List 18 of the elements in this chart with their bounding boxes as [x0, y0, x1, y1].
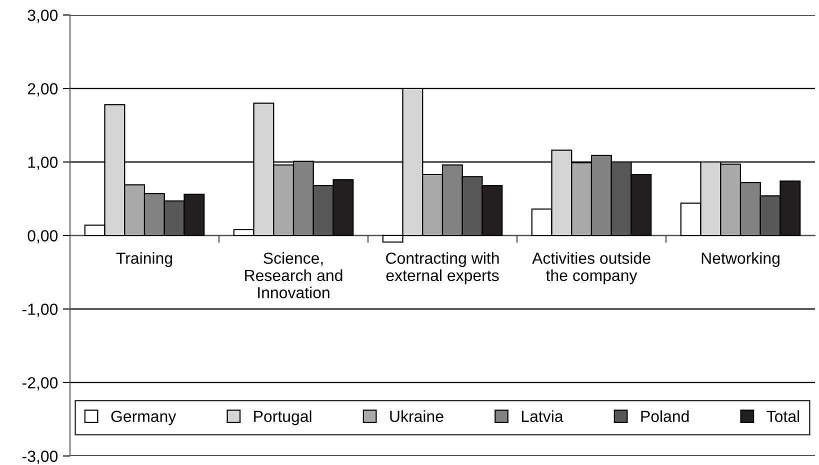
- x-tick-label: Contracting with external experts: [386, 252, 499, 284]
- y-tick-label: 0,00: [28, 230, 58, 244]
- y-tick-label: -1,00: [22, 304, 58, 317]
- y-tick-label: -2,00: [22, 377, 58, 390]
- legend-label: Latvia: [522, 410, 564, 422]
- legend-label: Poland: [641, 410, 689, 422]
- x-tick-label: Science, Research and Innovation: [245, 252, 342, 298]
- y-tick-label: 3,00: [28, 10, 58, 23]
- x-tick-label: Activities outside the company: [532, 252, 650, 284]
- y-tick-label: 2,00: [28, 83, 58, 96]
- legend-label: Portugal: [254, 410, 312, 426]
- legend-label: Ukraine: [390, 410, 444, 422]
- legend-label: Total: [766, 410, 800, 422]
- legend-label: Germany: [111, 410, 176, 426]
- x-tick-label: Networking: [702, 252, 780, 268]
- y-tick-label: 1,00: [28, 156, 58, 170]
- y-tick-label: -3,00: [22, 450, 58, 464]
- x-tick-label: Training: [116, 252, 172, 268]
